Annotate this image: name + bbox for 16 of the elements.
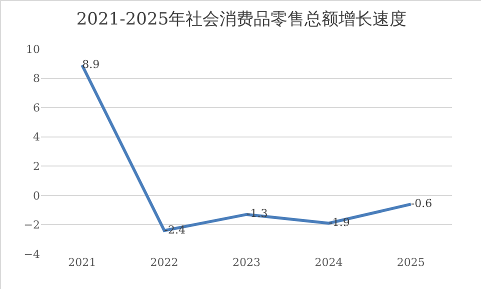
chart-title: 2021-2025年社会消费品零售总额增长速度 (76, 9, 407, 30)
x-tick-label: 2024 (314, 256, 343, 269)
x-tick-label: 2023 (232, 256, 260, 269)
y-tick-label: 8 (33, 72, 40, 86)
y-tick-label: −4 (24, 248, 40, 261)
y-tick-label: −2 (24, 218, 40, 232)
y-tick-label: 2 (33, 160, 40, 173)
data-label: 8.9 (82, 58, 100, 71)
y-tick-label: 0 (33, 189, 40, 202)
y-tick-label: 10 (26, 42, 40, 56)
y-tick-label: 4 (33, 130, 40, 144)
x-tick-label: 2022 (150, 256, 178, 269)
y-tick-label: 6 (33, 101, 40, 114)
x-tick-label: 2025 (396, 256, 425, 269)
x-tick-label: 2021 (68, 256, 96, 269)
data-label: -0.6 (410, 196, 432, 210)
